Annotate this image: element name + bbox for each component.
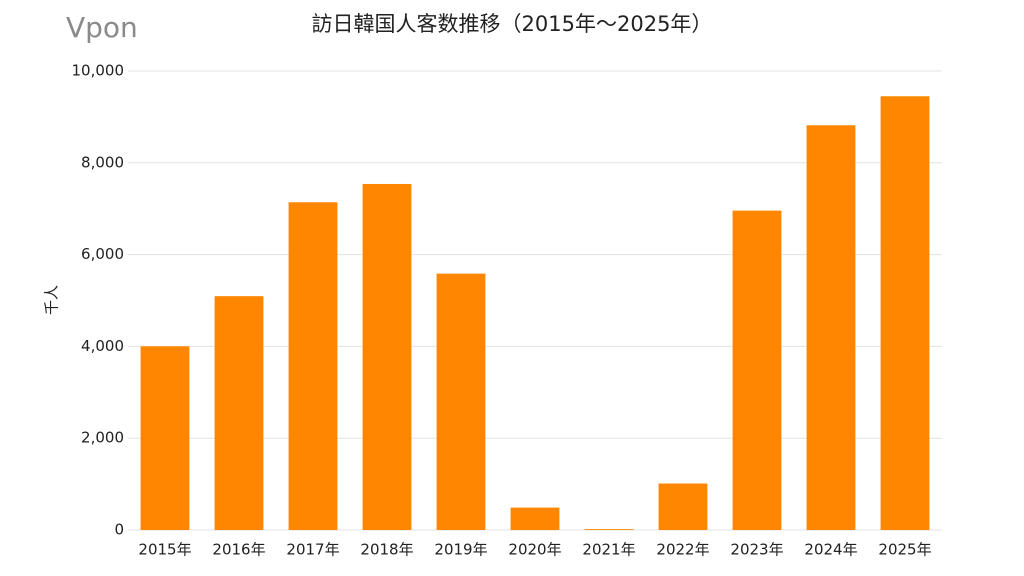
bar	[140, 346, 190, 530]
y-tick-label: 8,000	[81, 153, 124, 171]
x-tick-label: 2021年	[582, 541, 635, 559]
bar	[880, 96, 930, 531]
y-tick-label: 6,000	[81, 245, 124, 263]
bar	[436, 273, 486, 530]
chart-title: 訪日韓国人客数推移（2015年～2025年）	[312, 12, 713, 36]
bar	[658, 483, 708, 530]
x-tick-label: 2023年	[730, 541, 783, 559]
bar	[214, 296, 264, 530]
bar	[288, 202, 338, 531]
bar	[510, 507, 560, 530]
x-tick-label: 2016年	[212, 541, 265, 559]
x-tick-label: 2020年	[508, 541, 561, 559]
x-tick-label: 2017年	[286, 541, 339, 559]
y-tick-label: 4,000	[81, 337, 124, 355]
x-tick-label: 2024年	[804, 541, 857, 559]
logo: Vpon	[66, 11, 138, 44]
x-tick-label: 2018年	[360, 541, 413, 559]
bar	[806, 125, 856, 531]
x-tick-label: 2022年	[656, 541, 709, 559]
x-tick-label: 2015年	[138, 541, 191, 559]
bar	[362, 183, 412, 530]
bar	[732, 210, 782, 530]
bar	[584, 529, 634, 530]
y-tick-label: 2,000	[81, 429, 124, 447]
x-tick-label: 2019年	[434, 541, 487, 559]
y-tick-label: 0	[114, 521, 124, 539]
x-tick-label: 2025年	[878, 541, 931, 559]
y-tick-label: 10,000	[72, 62, 125, 80]
y-axis-label: 千人	[43, 285, 61, 315]
